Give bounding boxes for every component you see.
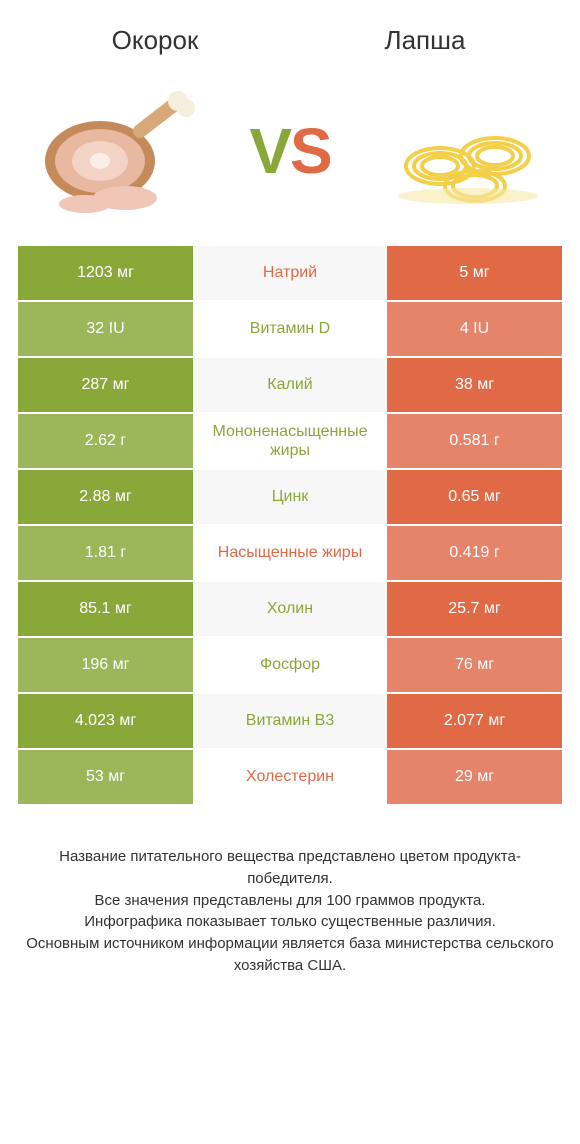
footer-line: Основным источником информации является … xyxy=(22,933,558,977)
nutrient-label: Холестерин xyxy=(193,750,387,804)
right-value: 0.419 г xyxy=(387,526,562,580)
vs-letter-s: S xyxy=(290,115,331,187)
left-value: 1203 мг xyxy=(18,246,193,300)
nutrient-label: Мононенасыщенные жиры xyxy=(193,414,387,468)
footer-line: Все значения представлены для 100 граммо… xyxy=(22,890,558,912)
right-value: 29 мг xyxy=(387,750,562,804)
nutrient-label: Насыщенные жиры xyxy=(193,526,387,580)
nutrient-label: Натрий xyxy=(193,246,387,300)
right-value: 0.581 г xyxy=(387,414,562,468)
table-row: 32 IUВитамин D4 IU xyxy=(18,302,562,356)
left-value: 196 мг xyxy=(18,638,193,692)
right-value: 2.077 мг xyxy=(387,694,562,748)
vs-letter-v: V xyxy=(249,115,290,187)
table-row: 53 мгХолестерин29 мг xyxy=(18,750,562,804)
left-value: 2.88 мг xyxy=(18,470,193,524)
table-row: 287 мгКалий38 мг xyxy=(18,358,562,412)
table-row: 2.62 гМононенасыщенные жиры0.581 г xyxy=(18,414,562,468)
right-value: 4 IU xyxy=(387,302,562,356)
left-value: 85.1 мг xyxy=(18,582,193,636)
nutrient-label: Цинк xyxy=(193,470,387,524)
left-value: 1.81 г xyxy=(18,526,193,580)
nutrient-label: Холин xyxy=(193,582,387,636)
table-row: 2.88 мгЦинк0.65 мг xyxy=(18,470,562,524)
table-row: 1.81 гНасыщенные жиры0.419 г xyxy=(18,526,562,580)
table-row: 1203 мгНатрий5 мг xyxy=(18,246,562,300)
left-product-image xyxy=(30,86,200,216)
right-value: 0.65 мг xyxy=(387,470,562,524)
nutrient-label: Калий xyxy=(193,358,387,412)
right-product-title: Лапша xyxy=(290,25,560,56)
left-value: 4.023 мг xyxy=(18,694,193,748)
right-product-image xyxy=(380,86,550,216)
footer-notes: Название питательного вещества представл… xyxy=(0,806,580,977)
footer-line: Инфографика показывает только существенн… xyxy=(22,911,558,933)
nutrient-label: Витамин D xyxy=(193,302,387,356)
right-value: 76 мг xyxy=(387,638,562,692)
right-value: 5 мг xyxy=(387,246,562,300)
right-value: 25.7 мг xyxy=(387,582,562,636)
nutrient-label: Витамин B3 xyxy=(193,694,387,748)
left-value: 2.62 г xyxy=(18,414,193,468)
table-row: 196 мгФосфор76 мг xyxy=(18,638,562,692)
header-row: Окорок Лапша xyxy=(0,0,580,66)
nutrient-label: Фосфор xyxy=(193,638,387,692)
noodle-icon xyxy=(380,86,550,216)
images-row: VS xyxy=(0,66,580,246)
left-value: 32 IU xyxy=(18,302,193,356)
right-value: 38 мг xyxy=(387,358,562,412)
footer-line: Название питательного вещества представл… xyxy=(22,846,558,890)
comparison-table: 1203 мгНатрий5 мг32 IUВитамин D4 IU287 м… xyxy=(0,246,580,804)
vs-label: VS xyxy=(249,114,330,188)
left-product-title: Окорок xyxy=(20,25,290,56)
table-row: 4.023 мгВитамин B32.077 мг xyxy=(18,694,562,748)
ham-icon xyxy=(30,86,200,216)
table-row: 85.1 мгХолин25.7 мг xyxy=(18,582,562,636)
left-value: 53 мг xyxy=(18,750,193,804)
left-value: 287 мг xyxy=(18,358,193,412)
